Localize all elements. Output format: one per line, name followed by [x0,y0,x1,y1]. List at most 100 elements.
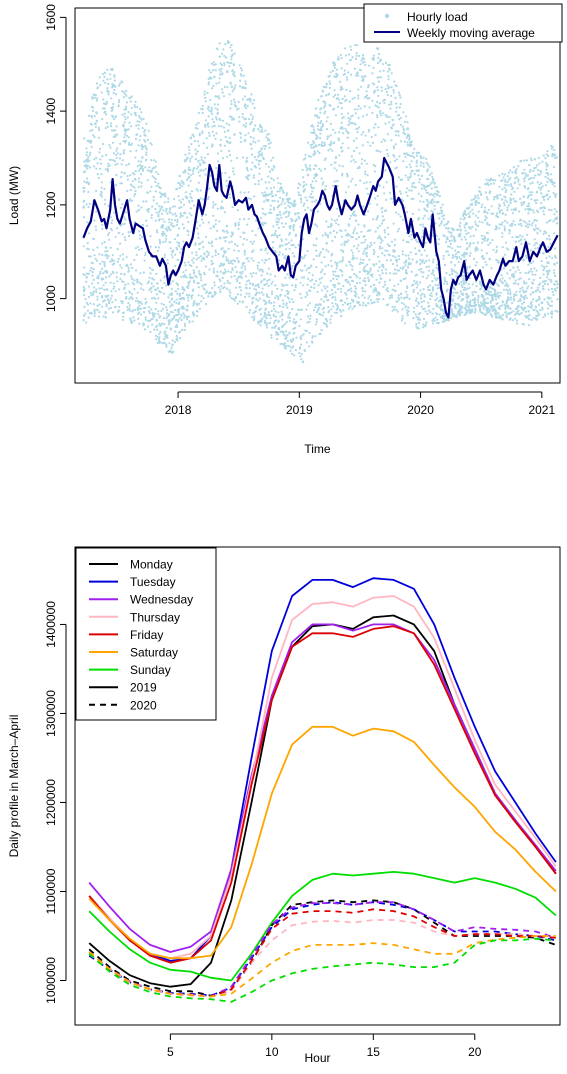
hourly-load-point [469,235,472,238]
hourly-load-point [352,299,355,302]
hourly-load-point [173,300,176,303]
hourly-load-point [343,95,346,98]
hourly-load-point [321,248,325,251]
hourly-load-point [290,239,293,242]
hourly-load-point [399,266,402,269]
hourly-load-point [108,231,111,235]
hourly-load-point [550,304,553,307]
hourly-load-point [418,178,421,181]
hourly-load-point [325,295,328,298]
hourly-load-point [162,307,165,310]
hourly-load-point [405,259,408,262]
hourly-load-point [501,282,504,285]
hourly-load-point [554,289,558,292]
hourly-load-point [416,283,420,286]
hourly-load-point [206,290,209,293]
hourly-load-point [387,233,390,236]
hourly-load-point [428,173,431,176]
hourly-load-point [482,307,485,310]
hourly-load-point [91,292,94,295]
hourly-load-point [246,257,249,260]
hourly-load-point [222,48,225,51]
hourly-load-point [406,121,409,124]
hourly-load-point [113,74,116,77]
hourly-load-point [386,290,390,293]
hourly-load-point [226,155,229,158]
hourly-load-point [260,154,263,157]
hourly-load-point [486,239,489,242]
hourly-load-point [361,294,364,297]
hourly-load-point [157,246,160,249]
hourly-load-point [286,283,289,287]
hourly-load-point [246,98,249,101]
hourly-load-point [186,305,189,308]
hourly-load-point [188,212,191,215]
hourly-load-point [163,220,166,223]
hourly-load-point [342,73,345,76]
hourly-load-point [131,266,134,269]
hourly-load-point [360,59,363,62]
hourly-load-point [218,55,221,58]
hourly-load-point [93,122,97,125]
hourly-load-point [361,158,364,161]
hourly-load-point [106,233,110,237]
hourly-load-point [269,187,272,190]
hourly-load-point [195,123,198,126]
hourly-load-point [438,313,441,316]
hourly-load-point [433,186,436,189]
hourly-load-point [232,170,235,173]
hourly-load-point [381,239,384,242]
hourly-load-point [405,191,408,194]
hourly-load-point [357,296,360,299]
hourly-load-point [409,262,412,265]
hourly-load-point [448,273,451,277]
hourly-load-point [123,286,126,289]
hourly-load-point [284,347,287,350]
hourly-load-point [319,132,322,135]
hourly-load-point [505,305,508,308]
hourly-load-point [110,129,113,132]
hourly-load-point [378,260,381,263]
hourly-load-point [546,301,549,304]
hourly-load-point [397,134,400,137]
hourly-load-point [154,334,158,337]
hourly-load-point [293,200,296,203]
hourly-load-point [270,159,273,162]
hourly-load-point [204,96,207,99]
hourly-load-point [344,54,348,57]
hourly-load-point [114,93,118,96]
hourly-load-point [353,290,356,293]
hourly-load-point [555,210,558,213]
hourly-load-point [399,190,402,193]
hourly-load-point [358,263,361,266]
hourly-load-point [364,214,367,217]
hourly-load-point [175,324,178,327]
hourly-load-point [261,221,264,224]
hourly-load-point [338,282,341,285]
hourly-load-point [337,105,340,108]
hourly-load-point [540,192,543,195]
hourly-load-point [481,237,484,240]
hourly-load-point [203,288,206,291]
hourly-load-point [290,202,293,205]
hourly-load-point [385,181,388,184]
hourly-load-point [173,225,176,228]
hourly-load-point [278,190,281,193]
hourly-load-point [556,298,559,301]
hourly-load-point [524,314,527,317]
hourly-load-point [279,213,282,216]
hourly-load-point [305,183,308,186]
hourly-load-point [503,173,506,176]
hourly-load-point [406,176,409,179]
hourly-load-point [108,238,111,241]
hourly-load-point [379,110,382,113]
hourly-load-point [178,206,181,210]
hourly-load-point [207,241,211,244]
hourly-load-point [546,296,549,299]
hourly-load-point [332,95,335,98]
hourly-load-point [190,136,193,139]
hourly-load-point [98,151,101,154]
hourly-load-point [535,191,538,194]
hourly-load-point [368,295,371,298]
hourly-load-point [415,325,418,328]
